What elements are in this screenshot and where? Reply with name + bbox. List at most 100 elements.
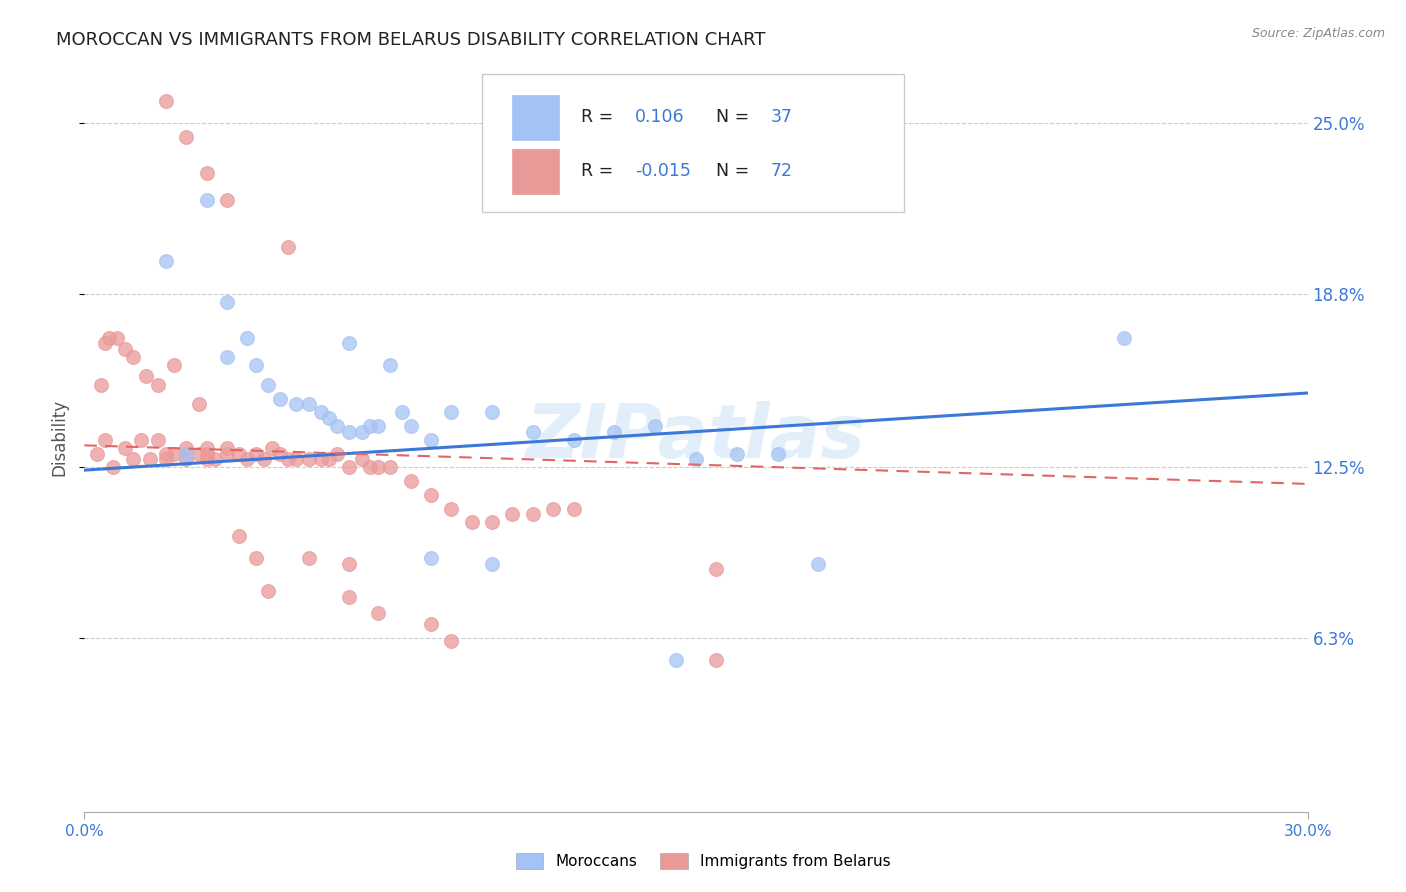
- Point: [245, 551, 267, 566]
- Point: [245, 359, 267, 373]
- Point: [440, 501, 463, 516]
- Point: [260, 441, 283, 455]
- Point: [420, 551, 443, 566]
- Point: [257, 584, 280, 599]
- Point: [135, 369, 157, 384]
- Point: [367, 607, 389, 621]
- Point: [217, 350, 239, 364]
- Point: [236, 331, 259, 345]
- Point: [138, 452, 160, 467]
- Point: [706, 562, 728, 576]
- Point: [543, 501, 565, 516]
- Point: [685, 452, 707, 467]
- Point: [187, 397, 209, 411]
- Point: [195, 452, 218, 467]
- Bar: [513, 95, 560, 140]
- Point: [277, 452, 299, 467]
- Point: [706, 653, 728, 667]
- Point: [359, 460, 381, 475]
- Point: [440, 634, 463, 648]
- Point: [298, 551, 321, 566]
- Point: [195, 447, 218, 461]
- Text: 72: 72: [770, 162, 793, 180]
- Point: [367, 460, 389, 475]
- Point: [420, 433, 443, 447]
- Point: [522, 507, 544, 521]
- Point: [174, 452, 197, 467]
- Point: [204, 452, 226, 467]
- Point: [257, 377, 280, 392]
- Point: [481, 405, 503, 419]
- Point: [318, 452, 340, 467]
- Point: [285, 452, 308, 467]
- Point: [298, 397, 321, 411]
- Point: [174, 441, 197, 455]
- Point: [309, 405, 332, 419]
- Text: 37: 37: [770, 108, 793, 126]
- Point: [359, 419, 381, 434]
- Point: [339, 590, 361, 604]
- Point: [391, 405, 413, 419]
- Point: [217, 193, 239, 207]
- Point: [326, 447, 349, 461]
- Point: [187, 447, 209, 461]
- Text: MOROCCAN VS IMMIGRANTS FROM BELARUS DISABILITY CORRELATION CHART: MOROCCAN VS IMMIGRANTS FROM BELARUS DISA…: [56, 31, 766, 49]
- Point: [522, 425, 544, 439]
- Point: [90, 377, 112, 392]
- Point: [93, 433, 115, 447]
- Point: [155, 452, 177, 467]
- Point: [155, 447, 177, 461]
- Point: [163, 359, 186, 373]
- Point: [131, 433, 153, 447]
- Point: [93, 336, 115, 351]
- Point: [122, 350, 145, 364]
- Point: [122, 452, 145, 467]
- Text: -0.015: -0.015: [636, 162, 690, 180]
- Point: [155, 253, 177, 268]
- Point: [440, 405, 463, 419]
- Point: [420, 617, 443, 632]
- Point: [318, 410, 340, 425]
- Text: Source: ZipAtlas.com: Source: ZipAtlas.com: [1251, 27, 1385, 40]
- Point: [766, 447, 789, 461]
- Point: [101, 460, 124, 475]
- Point: [309, 452, 332, 467]
- Point: [217, 441, 239, 455]
- Point: [665, 653, 688, 667]
- FancyBboxPatch shape: [482, 74, 904, 212]
- Point: [807, 557, 830, 571]
- Bar: [513, 149, 560, 194]
- Point: [725, 447, 748, 461]
- Point: [195, 166, 218, 180]
- Point: [146, 433, 169, 447]
- Point: [502, 507, 524, 521]
- Point: [155, 94, 177, 108]
- Point: [285, 397, 308, 411]
- Point: [461, 516, 484, 530]
- Point: [269, 392, 291, 406]
- Point: [105, 331, 128, 345]
- Point: [195, 193, 218, 207]
- Point: [174, 129, 197, 144]
- Point: [481, 557, 503, 571]
- Point: [367, 419, 389, 434]
- Point: [298, 452, 321, 467]
- Point: [163, 447, 186, 461]
- Point: [146, 377, 169, 392]
- Point: [253, 452, 276, 467]
- Point: [114, 342, 136, 356]
- Point: [217, 295, 239, 310]
- Point: [339, 336, 361, 351]
- Text: 0.106: 0.106: [636, 108, 685, 126]
- Point: [217, 447, 239, 461]
- Text: R =: R =: [581, 108, 619, 126]
- Point: [326, 419, 349, 434]
- Point: [399, 474, 422, 488]
- Point: [562, 501, 585, 516]
- Point: [245, 447, 267, 461]
- Text: R =: R =: [581, 162, 619, 180]
- Point: [603, 425, 626, 439]
- Point: [350, 452, 373, 467]
- Point: [1114, 331, 1136, 345]
- Point: [86, 447, 108, 461]
